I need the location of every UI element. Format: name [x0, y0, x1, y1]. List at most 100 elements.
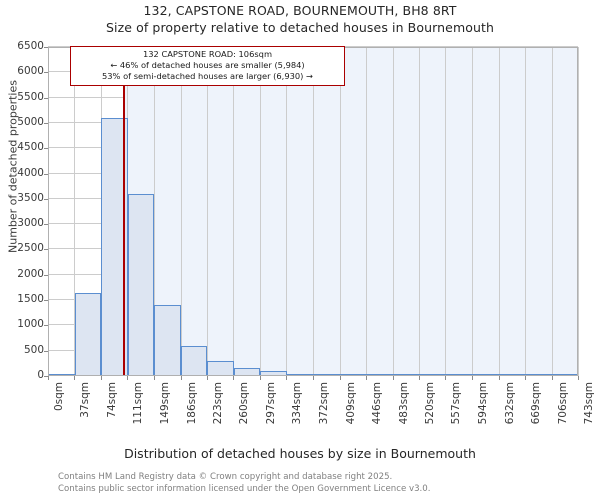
y-axis-tick-label: 3500	[17, 191, 44, 204]
y-axis-tick-label: 6500	[17, 40, 44, 52]
histogram-bar	[445, 374, 472, 376]
x-axis-tick-label: 223sqm	[212, 382, 225, 425]
histogram-bar	[180, 346, 207, 376]
gridline-vertical	[233, 47, 235, 376]
y-axis-tick-mark	[44, 47, 48, 48]
chart-subtitle: Size of property relative to detached ho…	[105, 20, 495, 35]
y-axis-tick-mark	[44, 122, 48, 124]
histogram-bar	[525, 374, 552, 376]
x-axis-tick-label: 149sqm	[159, 382, 172, 425]
annotation-line-larger: 53% of semi-detached houses are larger (…	[102, 71, 313, 82]
y-axis-tick-mark	[44, 350, 48, 352]
y-axis-tick-label: 0	[37, 369, 44, 381]
x-axis-tick-mark	[418, 376, 420, 380]
gridline-vertical	[154, 47, 156, 376]
y-axis-tick-mark	[44, 274, 48, 276]
annotation-line-smaller: ← 46% of detached houses are smaller (5,…	[110, 60, 305, 71]
histogram-bar	[392, 374, 419, 376]
x-axis-tick-label: 111sqm	[132, 382, 145, 425]
histogram-bar	[127, 193, 154, 376]
gridline-vertical	[525, 47, 527, 376]
x-axis-tick-mark	[74, 376, 76, 380]
y-axis-tick-label: 500	[23, 343, 44, 356]
y-axis-tick-label: 3000	[17, 217, 44, 230]
y-axis-tick-label: 5000	[17, 115, 44, 128]
y-axis-tick-label: 1000	[17, 318, 44, 331]
y-axis-tick-label: 5500	[17, 90, 44, 103]
y-axis-tick-label: 2500	[17, 242, 44, 255]
x-axis-tick-mark	[471, 376, 473, 380]
property-size-marker-line	[122, 47, 125, 376]
property-annotation-box: 132 CAPSTONE ROAD: 106sqm ← 46% of detac…	[70, 46, 345, 87]
histogram-bar	[551, 374, 578, 376]
y-axis-tick-mark	[44, 325, 48, 327]
gridline-vertical	[207, 47, 209, 376]
x-axis-tick-mark	[339, 376, 341, 380]
y-axis-tick-mark	[44, 300, 48, 302]
x-axis-tick-label: 446sqm	[371, 382, 384, 425]
y-axis-tick-label: 6000	[17, 65, 44, 78]
histogram-bar	[154, 305, 181, 376]
x-axis-tick-mark	[207, 376, 209, 380]
x-axis-tick-mark	[551, 376, 553, 380]
histogram-bar	[233, 368, 260, 376]
x-axis-tick-label: 669sqm	[530, 382, 543, 425]
x-axis-tick-label: 0sqm	[53, 382, 65, 412]
histogram-bar	[498, 374, 525, 376]
x-axis-tick-mark	[313, 376, 315, 380]
x-axis-tick-label: 520sqm	[423, 382, 436, 425]
x-axis-tick-label: 743sqm	[583, 382, 595, 425]
gridline-vertical	[259, 47, 261, 376]
plot-area	[48, 46, 579, 376]
histogram-bar	[339, 374, 366, 376]
x-axis-tick-label: 74sqm	[105, 382, 118, 418]
histogram-bar	[472, 374, 499, 376]
y-axis-tick-label: 4500	[17, 141, 44, 154]
x-axis-tick-label: 409sqm	[344, 382, 357, 425]
x-axis-tick-mark	[48, 376, 49, 380]
gridline-vertical	[180, 47, 182, 376]
footer-line-2: Contains public sector information licen…	[58, 483, 431, 494]
histogram-bar	[207, 360, 234, 376]
x-axis-tick-label: 260sqm	[238, 382, 251, 425]
histogram-bar	[74, 292, 101, 376]
gridline-vertical	[339, 47, 341, 376]
x-axis-tick-mark	[286, 376, 288, 380]
footer-line-1: Contains HM Land Registry data © Crown c…	[58, 472, 393, 482]
histogram-bar	[313, 374, 340, 376]
gridline-vertical	[74, 47, 76, 376]
y-axis-tick-mark	[44, 173, 48, 175]
gridline-vertical	[366, 47, 368, 376]
x-axis-tick-label: 186sqm	[185, 382, 198, 425]
gridline-vertical	[392, 47, 394, 376]
x-axis-tick-mark	[392, 376, 394, 380]
gridline-vertical	[48, 47, 49, 376]
x-axis-tick-label: 632sqm	[503, 382, 516, 425]
x-axis-tick-mark	[525, 376, 527, 380]
gridline-vertical	[286, 47, 288, 376]
y-axis-tick-mark	[44, 249, 48, 251]
histogram-bar	[48, 374, 75, 376]
x-axis-tick-label: 372sqm	[318, 382, 331, 425]
gridline-vertical	[313, 47, 315, 376]
annotation-line-property: 132 CAPSTONE ROAD: 106sqm	[142, 49, 273, 59]
x-axis-tick-mark	[100, 376, 102, 380]
x-axis-tick-label: 334sqm	[291, 382, 304, 425]
x-axis-tick-label: 594sqm	[476, 382, 489, 425]
histogram-bar	[366, 374, 393, 376]
x-axis-label: Distribution of detached houses by size …	[124, 446, 476, 461]
y-axis-tick-mark	[44, 224, 48, 226]
histogram-bar	[419, 374, 446, 376]
x-axis-tick-label: 297sqm	[264, 382, 277, 425]
x-axis-tick-mark	[154, 376, 156, 380]
gridline-vertical	[578, 47, 579, 376]
x-axis-tick-label: 557sqm	[450, 382, 463, 425]
x-axis-tick-mark	[180, 376, 182, 380]
gridline-vertical	[498, 47, 500, 376]
x-axis-tick-label: 706sqm	[556, 382, 569, 425]
x-axis-tick-mark	[127, 376, 129, 380]
page-title: 132, CAPSTONE ROAD, BOURNEMOUTH, BH8 8RT	[143, 3, 457, 18]
x-axis-tick-mark	[233, 376, 235, 380]
x-axis-tick-mark	[259, 376, 261, 380]
